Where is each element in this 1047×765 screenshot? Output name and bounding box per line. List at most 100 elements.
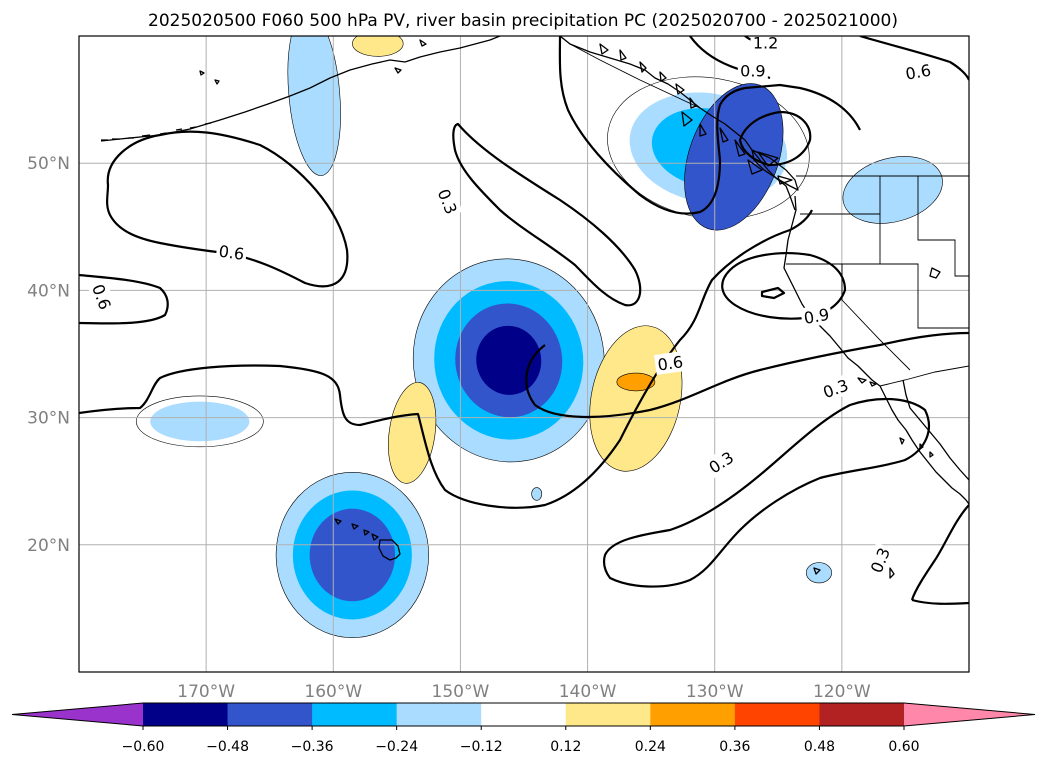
colorbar-tick-label: −0.60: [122, 739, 165, 755]
pv-contour-0.9-northeast: [738, 110, 812, 167]
pv-contour-0.3-central: [79, 209, 813, 509]
pv-contour-0.6-northeast: [558, 36, 861, 215]
lon-tick-label: 120°W: [813, 682, 871, 702]
lat-tick-label: 50°N: [27, 154, 70, 174]
precip-blob-1-level-2: [309, 508, 396, 602]
precip-blob-9-level-0: [388, 382, 437, 484]
lon-tick-label: 170°W: [177, 682, 235, 702]
pv-label-gap: [215, 240, 248, 265]
pv-contour-label: 0.6: [904, 61, 932, 84]
precip-blob-4-level-0: [287, 36, 341, 176]
hawaii-big-island: [378, 539, 401, 561]
axis-tick-labels: 170°W 160°W 150°W 140°W 130°W 120°W 20°N 30°N 40…: [27, 154, 871, 702]
precip-blob-10-level-0: [352, 36, 404, 57]
colorbar-tick-label: −0.36: [291, 739, 334, 755]
pv-contour-label: 0.9: [802, 305, 830, 328]
lon-tick-label: 150°W: [432, 682, 490, 702]
colorbar-bin: [227, 703, 313, 726]
pv-contour-0.6-west-lobe: [79, 273, 169, 325]
precip-blob-5-level-1: [150, 401, 250, 442]
pv-label-gap: [703, 445, 740, 479]
pv-label-gap: [432, 183, 463, 220]
pv-label-group: 0.6: [901, 59, 935, 85]
colorbar-extend-min: [12, 703, 143, 726]
pv-label-gap: [901, 59, 935, 85]
pv-contour-0.3-southeast: [910, 504, 969, 601]
lat-tick-label: 30°N: [27, 409, 70, 429]
pv-contour-0.6-north-loop: [106, 130, 349, 288]
colorbar-bin: [650, 703, 736, 726]
colorbar-bin: [565, 703, 651, 726]
colorbar: −0.60 −0.48 −0.36 −0.24 −0.12 0.12 0.24 0.36 0.4…: [11, 702, 1036, 755]
pv-label-gap: [865, 542, 895, 578]
lat-tick-label: 20°N: [27, 536, 70, 556]
pv-contour-0.9-loop: [721, 252, 847, 320]
political-borders: [559, 36, 969, 387]
colorbar-tick-label: 0.60: [888, 739, 919, 755]
precip-blob-11-level-0: [805, 562, 832, 584]
pv-contour-0.3-southeast-lower: [911, 598, 969, 605]
pv-contour-label: 0.6: [218, 242, 246, 264]
us-mexico-border: [879, 365, 969, 387]
pv-contour-0.9-small: [760, 286, 786, 300]
socorro-islands: [813, 567, 895, 579]
map-frame: [78, 35, 970, 673]
pv-label-group: 0.9: [799, 303, 833, 329]
precip-blob-12-level-0: [531, 487, 543, 501]
pv-label-gap: [750, 36, 781, 53]
precip-blob-0-level-3: [476, 325, 542, 395]
colorbar-bin: [312, 703, 398, 726]
pv-contours: [79, 36, 969, 605]
colorbar-tick-label: −0.24: [375, 739, 418, 755]
pv-label-gap: [87, 279, 117, 315]
colorbar-bin: [819, 703, 905, 726]
alexander-archipelago: [599, 43, 793, 185]
pv-label-group: 0.6: [653, 350, 687, 375]
nevada-california-border: [841, 264, 911, 371]
colorbar-tick-label: −0.48: [206, 739, 249, 755]
baja-inner-coastline: [902, 379, 969, 481]
pv-label-group: 1.2: [750, 33, 781, 53]
colorbar-bin: [143, 703, 229, 726]
alaska-canada-border: [559, 36, 701, 109]
pv-contour-0.6-east-top: [859, 36, 969, 81]
colorbar-bin: [734, 703, 820, 726]
map-title: 2025020500 F060 500 hPa PV, river basin …: [148, 11, 898, 31]
pv-contour-label: 1.2: [753, 33, 778, 52]
colorbar-bin: [396, 703, 482, 726]
lon-tick-label: 140°W: [559, 682, 617, 702]
pv-contour-0.3-south: [602, 397, 930, 588]
pv-label-gap: [817, 373, 854, 403]
lon-tick-label: 130°W: [686, 682, 744, 702]
colorbar-tick-label: −0.12: [460, 739, 503, 755]
pv-label-gap: [737, 60, 768, 81]
colorbar-bin: [481, 703, 567, 726]
colorbar-tick-label: 0.48: [804, 739, 835, 755]
pv-contour-0.6-southern: [525, 331, 969, 419]
precip-blob-8-level-0: [616, 372, 656, 392]
pv-label-gap: [653, 350, 687, 375]
colorbar-tick-label: 0.36: [719, 739, 750, 755]
channel-islands: [857, 377, 877, 387]
alaska-coast-islands: [199, 39, 427, 85]
montana-border: [917, 176, 969, 277]
pv-label-group: 0.9: [737, 60, 768, 81]
hawaii-smaller-islands: [334, 518, 379, 541]
colorbar-extend-max: [904, 703, 1035, 726]
map-panel: 0.60.60.30.60.90.30.30.30.9 0.61.2: [78, 33, 970, 673]
lat-tick-label: 40°N: [27, 281, 70, 301]
great-salt-lake-area: [929, 267, 941, 279]
pv-label-group: 0.6: [215, 240, 248, 265]
southeast-alaska-coastline: [559, 36, 796, 211]
colorbar-tick-label: 0.24: [635, 739, 666, 755]
colorbar-tick-label: 0.12: [550, 739, 581, 755]
pv-label-gap: [799, 303, 833, 329]
baja-california-coastline: [879, 385, 969, 505]
pv-contour-label: 0.6: [656, 352, 684, 374]
pv-contour-label: 0.9: [740, 61, 765, 80]
idaho-border: [879, 176, 969, 329]
pv-contour-0.3-tongue: [452, 122, 642, 307]
gridlines: [79, 36, 969, 672]
lon-tick-label: 160°W: [304, 682, 362, 702]
